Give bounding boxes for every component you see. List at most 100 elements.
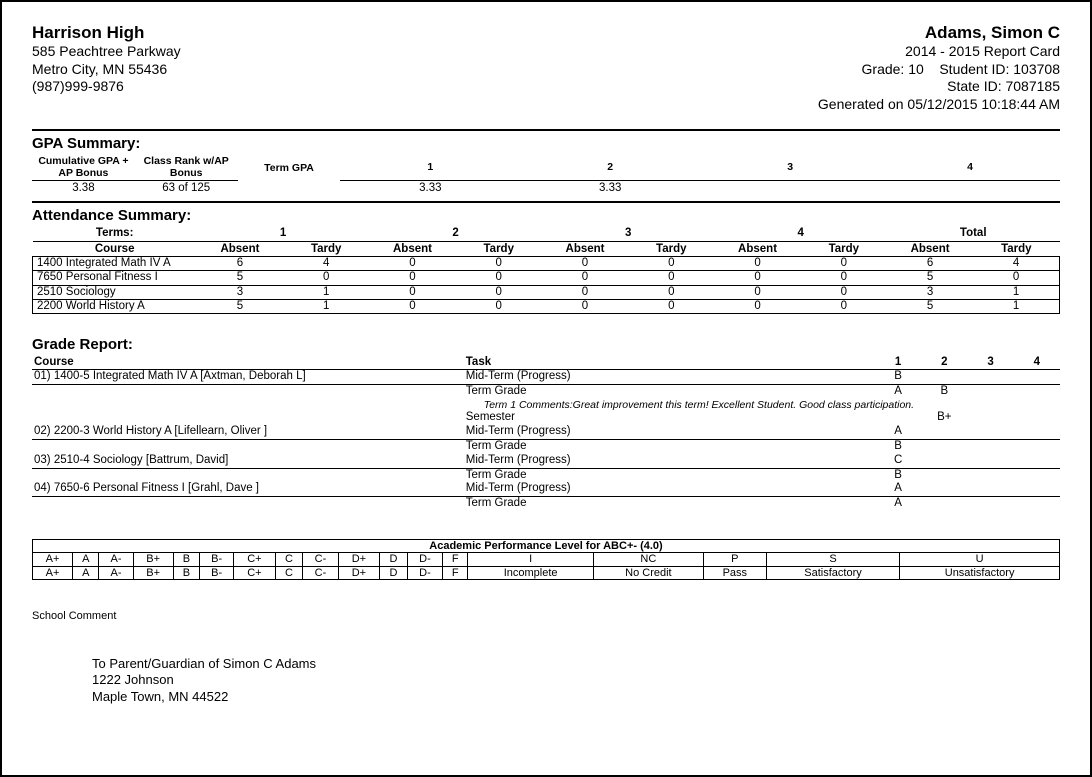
gr-t3: 3 [967, 355, 1013, 370]
att-cell: 0 [542, 271, 628, 285]
att-cell: 6 [887, 257, 973, 271]
gr-g4 [1014, 468, 1060, 482]
gpa-col-t4: 4 [880, 154, 1060, 181]
gr-g3 [967, 425, 1013, 439]
student-info: Adams, Simon C 2014 - 2015 Report Card G… [818, 22, 1060, 113]
gpa-val-t4 [880, 181, 1060, 196]
perf-cell: A- [99, 566, 133, 580]
gpa-val-t3 [700, 181, 880, 196]
att-cell: 0 [801, 285, 887, 299]
header: Harrison High 585 Peachtree Parkway Metr… [32, 22, 1060, 113]
addr-line2: 1222 Johnson [92, 672, 1060, 688]
gr-g2 [921, 482, 967, 496]
att-tardy-h: Tardy [283, 242, 369, 257]
gr-task: Mid-Term (Progress) [464, 425, 875, 439]
grade-row: 01) 1400-5 Integrated Math IV A [Axtman,… [32, 370, 1060, 385]
gr-course: 01) 1400-5 Integrated Math IV A [Axtman,… [32, 370, 464, 385]
gpa-val-term [238, 181, 341, 196]
gr-g3 [967, 370, 1013, 385]
gpa-val-rank: 63 of 125 [135, 181, 238, 196]
att-cell: 0 [369, 285, 455, 299]
att-course: 7650 Personal Fitness I [33, 271, 197, 285]
attendance-table: Terms: 1 2 3 4 Total Course AbsentTardy … [32, 226, 1060, 314]
gpa-col-term: Term GPA [238, 154, 341, 181]
att-absent-h: Absent [887, 242, 973, 257]
gr-g4 [1014, 425, 1060, 439]
perf-cell: Unsatisfactory [900, 566, 1060, 580]
gr-g4 [1014, 439, 1060, 453]
att-course: 2510 Sociology [33, 285, 197, 299]
gr-g4 [1014, 482, 1060, 496]
school-info: Harrison High 585 Peachtree Parkway Metr… [32, 22, 181, 113]
att-absent-h: Absent [542, 242, 628, 257]
att-cell: 1 [283, 285, 369, 299]
attendance-row: 2510 Sociology3100000031 [33, 285, 1060, 299]
grade-row: 02) 2200-3 World History A [Lifellearn, … [32, 425, 1060, 439]
gpa-col-t3: 3 [700, 154, 880, 181]
gr-g2 [921, 468, 967, 482]
addr-line1: To Parent/Guardian of Simon C Adams [92, 656, 1060, 672]
gpa-val-cum: 3.38 [32, 181, 135, 196]
gr-g3 [967, 439, 1013, 453]
gr-t1: 1 [875, 355, 921, 370]
grade-row: Term GradeA [32, 497, 1060, 511]
att-cell: 1 [973, 285, 1059, 299]
grade-student-id: Grade: 10 Student ID: 103708 [818, 61, 1060, 79]
gr-g1: A [875, 497, 921, 511]
gr-task-h: Task [464, 355, 875, 370]
att-tardy-h: Tardy [801, 242, 887, 257]
attendance-row: 7650 Personal Fitness I5000000050 [33, 271, 1060, 285]
att-t4: 4 [714, 226, 887, 242]
att-cell: 0 [456, 299, 542, 313]
att-tardy-h: Tardy [628, 242, 714, 257]
perf-cell: S [766, 552, 899, 566]
gr-g1 [875, 411, 921, 425]
perf-cell: Pass [703, 566, 766, 580]
gr-g2 [921, 425, 967, 439]
att-course: 1400 Integrated Math IV A [33, 257, 197, 271]
student-name: Adams, Simon C [818, 22, 1060, 43]
att-cell: 1 [283, 299, 369, 313]
school-addr1: 585 Peachtree Parkway [32, 43, 181, 61]
perf-cell: C [275, 552, 303, 566]
att-cell: 0 [714, 299, 800, 313]
gr-t2: 2 [921, 355, 967, 370]
att-t2: 2 [369, 226, 542, 242]
perf-cell: D+ [338, 552, 379, 566]
att-cell: 0 [973, 271, 1059, 285]
gr-comment: Term 1 Comments:Great improvement this t… [464, 399, 1060, 412]
perf-cell: A+ [33, 566, 73, 580]
grade-row: Term GradeAB [32, 384, 1060, 398]
perf-cell: D- [407, 552, 442, 566]
gr-course: 03) 2510-4 Sociology [Battrum, David] [32, 454, 464, 468]
gr-course [32, 384, 464, 398]
gr-t4: 4 [1014, 355, 1060, 370]
student-id-label: Student ID: 103708 [939, 61, 1060, 77]
gr-g2: B+ [921, 411, 967, 425]
perf-cell: No Credit [593, 566, 703, 580]
gr-g2 [921, 454, 967, 468]
grade-label: Grade: 10 [862, 61, 924, 77]
att-course: 2200 World History A [33, 299, 197, 313]
perf-cell: B- [200, 552, 234, 566]
gr-task: Mid-Term (Progress) [464, 454, 875, 468]
perf-cell: Satisfactory [766, 566, 899, 580]
att-cell: 0 [283, 271, 369, 285]
gr-g2 [921, 439, 967, 453]
perf-cell: D [380, 552, 408, 566]
att-cell: 0 [801, 299, 887, 313]
grade-row: 03) 2510-4 Sociology [Battrum, David]Mid… [32, 454, 1060, 468]
att-absent-h: Absent [714, 242, 800, 257]
perf-cell: F [443, 566, 468, 580]
att-cell: 3 [887, 285, 973, 299]
gr-g2 [921, 497, 967, 511]
att-tardy-h: Tardy [456, 242, 542, 257]
terms-label: Terms: [33, 226, 197, 242]
att-cell: 5 [197, 299, 283, 313]
grade-report-title: Grade Report: [32, 336, 1060, 353]
gr-g1: A [875, 384, 921, 398]
gr-task: Term Grade [464, 468, 875, 482]
perf-cell: D+ [338, 566, 379, 580]
att-absent-h: Absent [369, 242, 455, 257]
gr-course [32, 439, 464, 453]
